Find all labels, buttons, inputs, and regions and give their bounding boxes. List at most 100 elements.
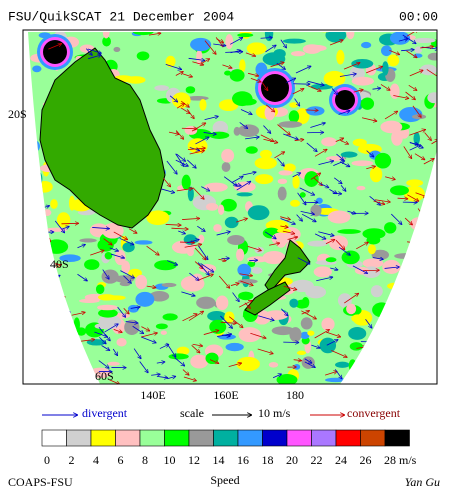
speed-patch [392,344,412,360]
wind-arrow [223,176,237,187]
speed-patch [55,348,77,360]
speed-patch [337,293,352,308]
wind-arrow [280,39,287,48]
speed-patch [325,377,347,383]
speed-patch [306,44,327,52]
wind-arrow [163,177,170,187]
wind-arrow [174,357,185,367]
colorbar-swatch [115,429,141,447]
speed-patch [315,197,323,204]
speed-patch [180,275,205,292]
wind-arrow [220,315,232,329]
wind-arrow [146,286,156,288]
wind-arrow [250,77,261,82]
wind-arrow [373,200,386,204]
speed-patch [32,170,43,187]
wind-arrow [102,269,110,280]
wind-arrow [403,146,412,158]
speed-patch [79,298,100,304]
speed-patch [313,266,332,278]
wind-arrow [239,274,252,276]
speed-patch [413,132,420,145]
wind-arrow [245,52,256,56]
wind-arrow [352,265,368,274]
speed-patch [325,257,337,263]
wind-arrow [280,216,290,220]
speed-patch [323,70,346,87]
wind-arrow [281,308,288,316]
divergent-label: divergent [82,406,128,420]
wind-arrow [250,332,266,338]
speed-patch [114,249,126,266]
speed-patch [196,49,203,65]
wind-arrow [274,152,284,159]
speed-patch [325,32,347,43]
speed-patch [289,327,302,342]
speed-patch [413,53,423,58]
wind-arrow [101,345,110,351]
wind-arrow [333,177,342,184]
speed-patch [236,192,253,197]
speed-patch [356,185,366,191]
wind-arrow [420,46,434,47]
wind-arrow [406,286,419,290]
wind-arrow [314,329,330,339]
speed-patch [377,351,390,364]
speed-patch [389,297,405,309]
wind-arrow [260,134,274,142]
wind-arrow [33,300,45,306]
speed-patch [176,346,190,356]
wind-arrow [365,319,373,328]
speed-patch [255,174,274,185]
speed-patch [165,55,176,68]
speed-patch [50,324,63,332]
speed-patch [295,108,310,125]
speed-patch [97,304,118,311]
speed-patch [28,231,39,239]
speed-patch [346,303,357,315]
speed-patch [221,162,231,173]
wind-arrow [412,105,421,118]
wind-arrow [409,129,426,136]
speed-patch [352,138,367,147]
wind-arrow [389,50,400,54]
wind-arrow [181,128,198,129]
wind-arrow [104,324,118,333]
wind-arrow [277,124,291,136]
speed-patch [380,120,403,134]
speed-patch [162,313,178,321]
wind-arrow [269,243,280,245]
wind-arrow [197,225,205,231]
wind-arrow [318,161,334,166]
speed-patch [217,204,225,216]
wind-arrow [301,310,310,315]
wind-arrow [295,66,311,74]
wind-arrow [372,88,382,89]
speed-patch [113,46,121,53]
speed-patch [346,32,355,40]
wind-arrow [85,48,92,56]
wind-arrow [238,299,252,308]
wind-arrow [195,136,209,145]
wind-arrow [33,362,48,369]
speed-patch [414,46,422,54]
wind-arrow [423,158,435,165]
speed-patch [374,152,392,169]
wind-arrow [420,241,436,248]
wind-arrow [344,293,359,304]
wind-arrow [167,376,176,378]
wind-arrow [384,267,400,269]
colorbar-swatch [237,429,263,447]
wind-arrow [404,217,413,225]
wind-arrow [98,326,110,341]
speed-patch [299,192,306,198]
wind-arrow [339,139,349,144]
speed-patch [380,45,392,57]
speed-patch [321,317,335,331]
wind-arrow [331,350,347,357]
speed-patch [268,361,279,368]
wind-arrow [356,242,368,250]
wind-arrow [340,185,346,191]
wind-arrow [314,149,327,157]
speed-patch [190,37,212,52]
